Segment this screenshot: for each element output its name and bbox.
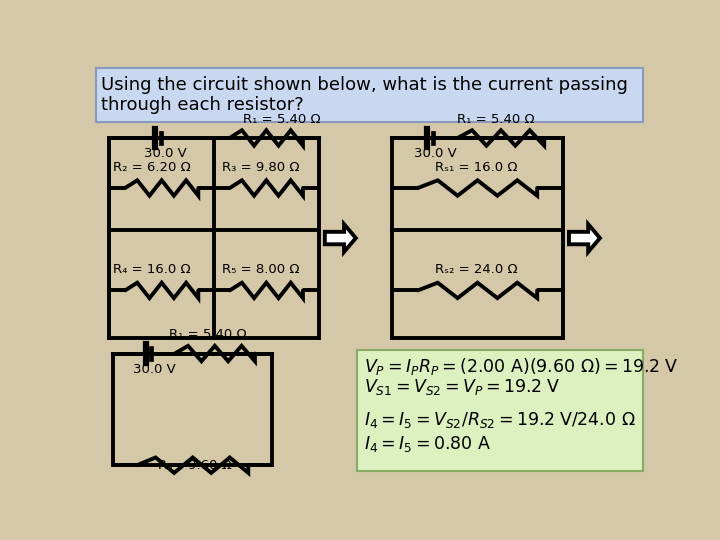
Text: Using the circuit shown below, what is the current passing
through each resistor: Using the circuit shown below, what is t…	[101, 76, 628, 114]
Polygon shape	[569, 224, 600, 252]
Text: Rₛ₁ = 16.0 Ω: Rₛ₁ = 16.0 Ω	[435, 161, 518, 174]
Text: Rₛ₂ = 24.0 Ω: Rₛ₂ = 24.0 Ω	[435, 264, 518, 276]
Text: R₁ = 5.40 Ω: R₁ = 5.40 Ω	[169, 328, 246, 341]
Text: Rₚ =9.60 Ω: Rₚ =9.60 Ω	[158, 459, 232, 472]
Text: 30.0 V: 30.0 V	[144, 147, 186, 160]
FancyBboxPatch shape	[96, 68, 642, 122]
Text: R₂ = 6.20 Ω: R₂ = 6.20 Ω	[113, 161, 191, 174]
Text: $I_4 = I_5 = V_{S2}/R_{S2} = 19.2\ \mathrm{V}/24.0\ \Omega$: $I_4 = I_5 = V_{S2}/R_{S2} = 19.2\ \math…	[364, 410, 636, 430]
Text: $V_P = I_P R_P = (2.00\ \mathrm{A})(9.60\ \Omega) = 19.2\ \mathrm{V}$: $V_P = I_P R_P = (2.00\ \mathrm{A})(9.60…	[364, 356, 678, 377]
Polygon shape	[325, 224, 356, 252]
Text: R₃ = 9.80 Ω: R₃ = 9.80 Ω	[222, 161, 300, 174]
FancyBboxPatch shape	[357, 350, 642, 471]
Text: 30.0 V: 30.0 V	[414, 147, 457, 160]
Text: R₅ = 8.00 Ω: R₅ = 8.00 Ω	[222, 264, 300, 276]
Text: $V_{S1} = V_{S2} = V_P = 19.2\ \mathrm{V}$: $V_{S1} = V_{S2} = V_P = 19.2\ \mathrm{V…	[364, 377, 560, 397]
Text: 30.0 V: 30.0 V	[132, 363, 176, 376]
Text: R₁ = 5.40 Ω: R₁ = 5.40 Ω	[243, 112, 320, 126]
Text: $I_4 = I_5 = 0.80\ \mathrm{A}$: $I_4 = I_5 = 0.80\ \mathrm{A}$	[364, 434, 490, 454]
Text: R₄ = 16.0 Ω: R₄ = 16.0 Ω	[113, 264, 191, 276]
Text: R₁ = 5.40 Ω: R₁ = 5.40 Ω	[457, 112, 535, 126]
